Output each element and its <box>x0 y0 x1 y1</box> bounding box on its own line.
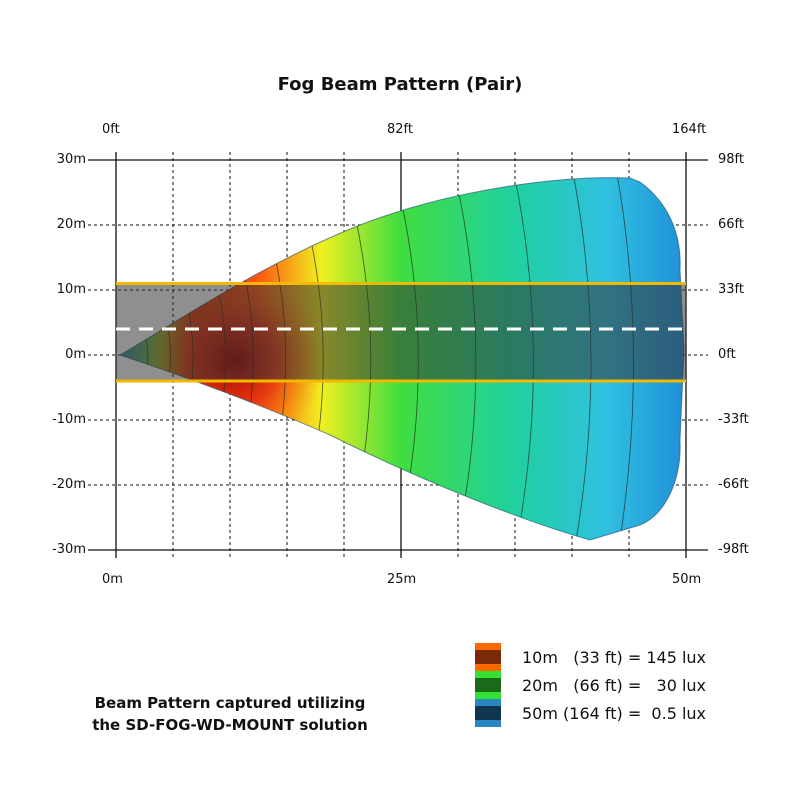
y-tick-label-right: -33ft <box>718 412 749 427</box>
y-tick-label-left: -20m <box>52 477 86 492</box>
y-tick-label-left: 0m <box>65 347 86 362</box>
y-tick-label-right: 0ft <box>718 347 736 362</box>
y-tick-label-right: 98ft <box>718 152 744 167</box>
y-tick-label-left: 10m <box>56 282 86 297</box>
legend-label-50m: 50m (164 ft) = 0.5 lux <box>522 704 707 723</box>
y-tick-label-left: 30m <box>56 152 86 167</box>
x-tick-label-bottom: 50m <box>672 572 702 587</box>
caption-line-2: the SD-FOG-WD-MOUNT solution <box>92 716 368 734</box>
caption-note: Beam Pattern captured utilizing the SD-F… <box>70 692 390 736</box>
x-tick-label-top: 82ft <box>387 122 413 137</box>
x-tick-label-bottom: 25m <box>387 572 417 587</box>
y-tick-label-left: -10m <box>52 412 86 427</box>
x-tick-label-top: 164ft <box>672 122 707 137</box>
x-tick-label-top: 0ft <box>102 122 120 137</box>
road-band <box>116 283 686 381</box>
legend-swatch-50m <box>475 699 501 727</box>
legend-label-20m: 20m (66 ft) = 30 lux <box>522 676 707 695</box>
chart-title: Fog Beam Pattern (Pair) <box>277 74 523 95</box>
y-tick-label-right: 33ft <box>718 282 744 297</box>
x-tick-label-bottom: 0m <box>102 572 123 587</box>
y-tick-label-right: -98ft <box>718 542 749 557</box>
y-tick-label-right: 66ft <box>718 217 744 232</box>
y-tick-label-left: 20m <box>56 217 86 232</box>
y-tick-label-right: -66ft <box>718 477 749 492</box>
legend-swatch-10m <box>475 643 501 671</box>
legend-swatch-20m <box>475 671 501 699</box>
legend-label-10m: 10m (33 ft) = 145 lux <box>522 648 707 667</box>
caption-line-1: Beam Pattern captured utilizing <box>94 694 366 712</box>
beam-outline <box>118 177 685 541</box>
y-tick-label-left: -30m <box>52 542 86 557</box>
